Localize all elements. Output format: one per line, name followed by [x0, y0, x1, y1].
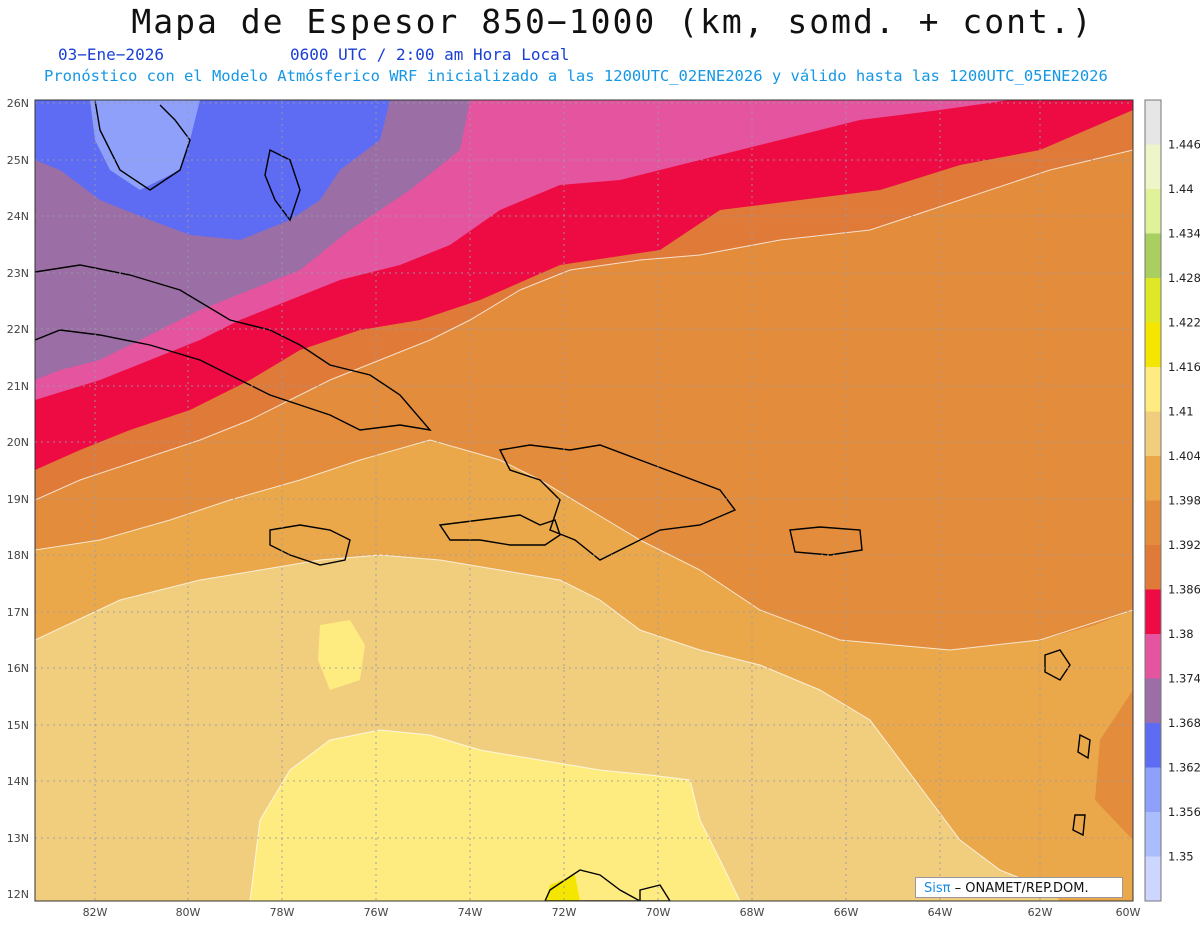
colorbar-label: 1.404	[1168, 449, 1200, 463]
lat-label: 12N	[7, 888, 29, 901]
lat-label: 20N	[7, 436, 29, 449]
colorbar-label: 1.386	[1168, 583, 1200, 597]
lat-label: 17N	[7, 606, 29, 619]
colorbar-swatch	[1145, 411, 1161, 457]
colorbar-swatch	[1145, 812, 1161, 857]
lon-label: 76W	[364, 906, 389, 919]
lon-label: 60W	[1116, 906, 1141, 919]
puerto-rico-coast	[789, 526, 863, 556]
lat-label: 25N	[7, 154, 29, 167]
colorbar-swatch	[1145, 189, 1161, 234]
colorbar-label: 1.44	[1168, 182, 1194, 196]
bahamas-coast	[264, 148, 301, 222]
colorbar-swatch	[1145, 545, 1161, 590]
colorbar-swatch	[1145, 322, 1161, 368]
colorbar-label: 1.356	[1168, 805, 1200, 819]
band-1356	[90, 100, 200, 190]
lon-label: 74W	[458, 906, 483, 919]
sispi-logo: Sisπ	[924, 881, 951, 896]
lon-label: 64W	[928, 906, 953, 919]
guadeloupe-coast	[1044, 649, 1071, 681]
lon-label: 70W	[646, 906, 671, 919]
colorbar-label: 1.368	[1168, 716, 1200, 730]
lat-label: 24N	[7, 210, 29, 223]
map-title: Mapa de Espesor 850−1000 (km, somd. + co…	[131, 2, 1094, 41]
band-1416	[545, 875, 580, 901]
south-america-coast	[544, 869, 641, 901]
credit-box: Sisπ – ONAMET/REP.DOM.	[915, 877, 1123, 898]
colorbar-label: 1.38	[1168, 627, 1194, 641]
colorbar-swatch	[1145, 634, 1161, 679]
colorbar-label: 1.428	[1168, 271, 1200, 285]
credit-text: – ONAMET/REP.DOM.	[950, 881, 1089, 896]
colorbar-label: 1.35	[1168, 850, 1194, 864]
hispaniola-coast	[498, 444, 737, 561]
lat-label: 26N	[7, 97, 29, 110]
colorbar-swatch	[1145, 367, 1161, 412]
lon-axis: 82W 80W 78W 76W 74W 72W 70W 68W 66W 64W …	[83, 906, 1141, 919]
colorbar-swatch	[1145, 278, 1161, 323]
jamaica-coast	[269, 524, 351, 566]
thickness-fill-layer	[35, 100, 1133, 901]
coastlines	[35, 100, 1091, 901]
lon-label: 66W	[834, 906, 859, 919]
band-1392-east	[1095, 690, 1133, 840]
lat-label: 23N	[7, 267, 29, 280]
lat-label: 14N	[7, 775, 29, 788]
lat-label: 21N	[7, 380, 29, 393]
colorbar-swatch	[1145, 767, 1161, 813]
colorbar-label: 1.446	[1168, 138, 1200, 152]
forecast-date: 03−Ene−2026	[58, 45, 164, 64]
band-1410	[250, 730, 740, 901]
lat-label: 22N	[7, 323, 29, 336]
lat-label: 13N	[7, 832, 29, 845]
colorbar-label: 1.392	[1168, 538, 1200, 552]
colorbar-swatch	[1145, 678, 1161, 724]
lat-label: 15N	[7, 719, 29, 732]
colorbar-label: 1.422	[1168, 316, 1200, 330]
colorbar-label: 1.416	[1168, 360, 1200, 374]
lat-axis: 26N 25N 24N 23N 22N 21N 20N 19N 18N 17N …	[7, 97, 29, 901]
colorbar-label: 1.434	[1168, 227, 1200, 241]
colorbar-label: 1.374	[1168, 672, 1200, 686]
colorbar-swatch	[1145, 856, 1161, 902]
cuba-coast	[35, 264, 432, 432]
colorbar-swatch	[1145, 233, 1161, 279]
lon-label: 68W	[740, 906, 765, 919]
colorbar: 1.446 1.44 1.434 1.428 1.422 1.416 1.41 1.404 1.…	[1144, 99, 1200, 902]
band-1410-island	[318, 620, 365, 690]
colorbar-swatch	[1145, 144, 1161, 190]
colorbar-label: 1.41	[1168, 405, 1194, 419]
colorbar-label: 1.398	[1168, 494, 1200, 508]
florida-coast	[94, 100, 191, 191]
colorbar-swatch	[1145, 500, 1161, 546]
map-grid	[35, 100, 1133, 901]
aruba-coast	[639, 884, 671, 901]
forecast-time: 0600 UTC / 2:00 am Hora Local	[290, 45, 570, 64]
lon-label: 82W	[83, 906, 108, 919]
lon-label: 80W	[176, 906, 201, 919]
colorbar-swatch	[1145, 723, 1161, 768]
model-info: Pronóstico con el Modelo Atmósferico WRF…	[44, 67, 1108, 85]
colorbar-swatch	[1145, 456, 1161, 501]
lon-label: 78W	[270, 906, 295, 919]
lat-label: 18N	[7, 549, 29, 562]
lon-label: 72W	[552, 906, 577, 919]
colorbar-swatch	[1145, 100, 1161, 145]
martinique-coast	[1077, 733, 1091, 760]
lon-label: 62W	[1028, 906, 1053, 919]
contour-lines	[35, 149, 1133, 901]
colorbar-swatch	[1145, 589, 1161, 635]
stvincent-coast	[1072, 814, 1086, 837]
map-frame	[34, 99, 1134, 902]
colorbar-frame	[1144, 99, 1162, 902]
colorbar-label: 1.362	[1168, 761, 1200, 775]
lat-label: 16N	[7, 662, 29, 675]
lat-label: 19N	[7, 493, 29, 506]
